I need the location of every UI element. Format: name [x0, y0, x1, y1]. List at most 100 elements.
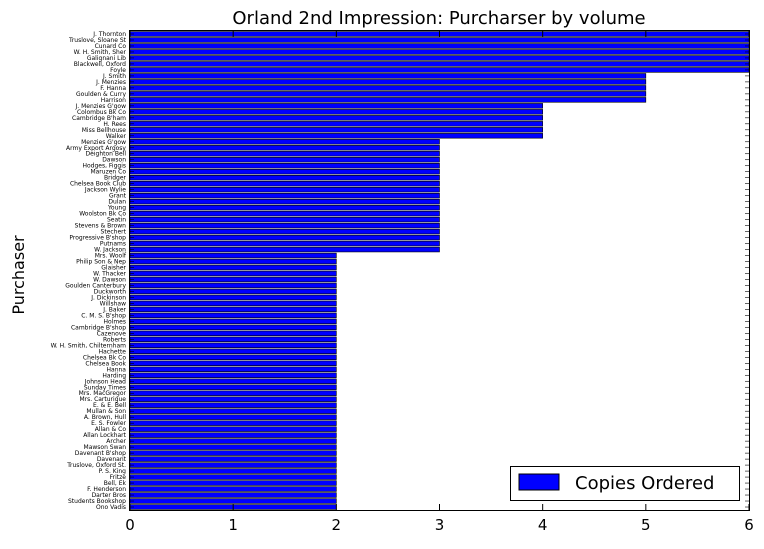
y-tick-label: Hanna: [107, 366, 127, 373]
bar: [129, 474, 337, 480]
y-tick-label: Cunard Co: [95, 43, 127, 50]
y-tick-label: Willshaw: [100, 300, 126, 307]
y-tick-label: Chelsea Book: [85, 360, 126, 367]
y-tick-label: Truslove, Oxford St.: [66, 462, 126, 469]
bar: [129, 79, 647, 85]
x-tick-label: 4: [538, 516, 548, 534]
y-tick-label: Chelsea Bk Co: [83, 354, 126, 361]
bar: [129, 270, 337, 277]
y-tick-label: Mawson Swan: [84, 444, 127, 451]
y-tick-label: Mrs. Carturigue: [79, 396, 126, 403]
y-tick-label: Cambridge B'shop: [71, 324, 126, 331]
y-tick-label: Dawson: [102, 157, 126, 164]
bar: [129, 498, 337, 504]
bar: [129, 169, 440, 175]
y-tick-label: Fritze: [110, 474, 127, 481]
bar: [129, 246, 440, 253]
y-tick-label: J. Menzies G'gow: [75, 103, 127, 110]
y-tick-label: J. Smith: [102, 73, 126, 80]
y-tick-label: F. Hanna: [100, 85, 126, 92]
y-tick-label: Cambridge B'ham: [72, 115, 126, 122]
bar: [129, 486, 337, 492]
y-tick-label: F. Henderson: [87, 486, 126, 493]
y-tick-label: Colombus Bk Co: [77, 109, 126, 116]
bar: [129, 192, 440, 199]
y-tick-label: H. Rees: [103, 121, 126, 128]
y-tick-label: Cazenove: [97, 330, 127, 337]
y-tick-label: Davenant B'shop: [75, 450, 126, 457]
y-tick-label: Sunday Times: [84, 384, 126, 391]
bar: [129, 228, 440, 235]
bar: [129, 37, 750, 43]
y-tick-label: Duckworth: [94, 288, 127, 295]
bar: [129, 402, 337, 408]
bar: [129, 216, 440, 223]
bar: [129, 396, 337, 402]
y-tick-label: Ono Vadis: [96, 504, 126, 511]
y-axis-label: Purchaser: [9, 235, 28, 315]
bar: [129, 426, 337, 432]
bar: [129, 492, 337, 498]
bar: [129, 342, 337, 349]
bar: [129, 151, 440, 157]
y-tick-label: Blackwell, Oxford: [74, 61, 126, 68]
bar: [129, 55, 750, 61]
y-tick-label: Hodges, Figgis: [82, 163, 126, 170]
bar: [129, 276, 337, 283]
y-tick-label: J. Thornton: [92, 31, 126, 38]
x-tick-label: 5: [641, 516, 651, 534]
bar: [129, 186, 440, 193]
bar: [129, 462, 337, 468]
bar: [129, 210, 440, 217]
bar: [129, 372, 337, 378]
y-tick-label: Truslove, Sloane St: [68, 37, 127, 44]
bar: [129, 336, 337, 343]
y-tick-label: Stevens & Brown: [75, 223, 127, 230]
bars-group: [129, 31, 750, 510]
y-tick-label: W. H. Smith, Chilternham: [51, 342, 127, 349]
bar: [129, 198, 440, 205]
bar: [129, 222, 440, 229]
y-tick-label: Allan & Co: [95, 426, 127, 433]
bar: [129, 43, 750, 49]
y-tick-label: Galignani Lib: [87, 55, 126, 62]
bar: [129, 49, 750, 55]
bar: [129, 282, 337, 289]
y-tick-label: Maruzen Co: [90, 169, 126, 176]
y-tick-label: Goulden & Curry: [76, 91, 126, 98]
bar: [129, 360, 337, 367]
y-tick-label: Walker: [106, 133, 127, 140]
bar: [129, 91, 647, 97]
bar: [129, 73, 647, 79]
y-tick-label: E. & E. Bell: [93, 402, 126, 409]
bar: [129, 312, 337, 319]
y-tick-label: Mrs. MacGregor: [79, 390, 127, 397]
y-tick-label: Allan Lockhart: [83, 432, 126, 439]
y-tick-label: Johnson Head: [84, 378, 126, 385]
bar: [129, 450, 337, 456]
bar: [129, 318, 337, 325]
y-tick-label: Foyle: [110, 67, 126, 74]
y-tick-label: Holmes: [103, 318, 126, 325]
legend-swatch: [518, 473, 560, 491]
bar: [129, 67, 750, 73]
bar: [129, 468, 337, 474]
bar: [129, 414, 337, 420]
bar: [129, 258, 337, 265]
y-tick-label: Davenant: [97, 456, 127, 463]
y-tick-label: J. Baker: [102, 306, 126, 313]
y-tick-label: J. Menzies: [95, 79, 126, 86]
y-tick-label: Bridger: [104, 175, 127, 182]
bar: [129, 384, 337, 390]
bar: [129, 157, 440, 163]
y-tick-label: P. S. King: [99, 468, 127, 475]
bar: [129, 294, 337, 301]
x-tick-label: 0: [125, 516, 135, 534]
y-tick-label: Young: [107, 205, 126, 212]
y-tick-label: Dulan: [108, 199, 126, 206]
bar: [129, 300, 337, 307]
y-tick-label: J. Dickinson: [90, 294, 126, 301]
y-tick-label: A. Brown, Hull: [84, 414, 126, 421]
